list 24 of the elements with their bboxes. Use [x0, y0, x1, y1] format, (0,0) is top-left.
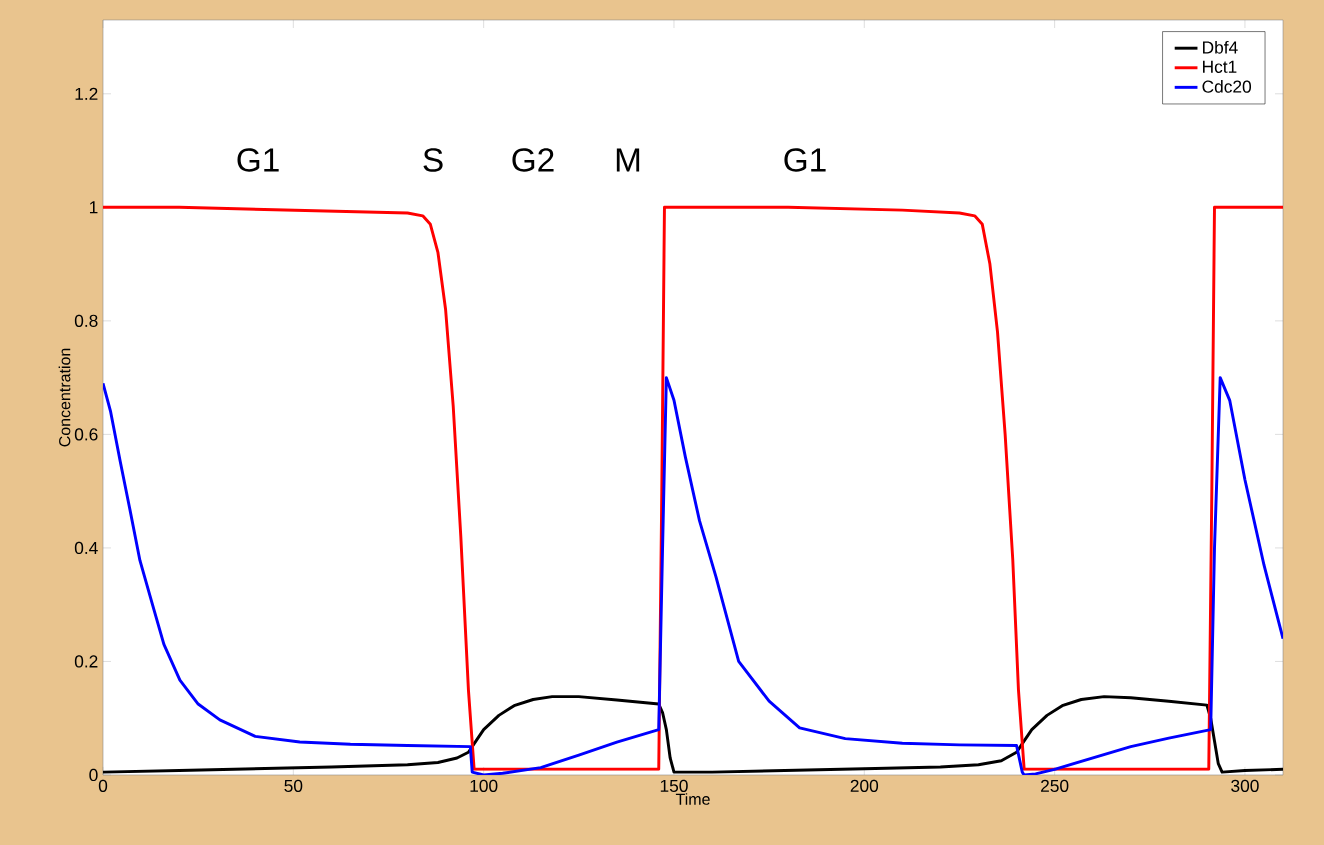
legend-label: Dbf4: [1203, 40, 1238, 54]
x-tick-label: 100: [470, 779, 498, 792]
annotation: G1: [237, 148, 279, 172]
y-tick-label: 0.2: [74, 655, 98, 668]
annotation: G2: [512, 148, 554, 172]
annotation: S: [423, 148, 443, 172]
y-tick-label: 0: [89, 768, 98, 782]
annotation: G1: [784, 148, 826, 172]
x-axis-title: Time: [675, 793, 710, 805]
y-tick-label: 0.8: [74, 314, 98, 327]
x-tick-label: 50: [284, 779, 303, 792]
x-tick-label: 250: [1041, 779, 1069, 792]
y-tick-label: 0.6: [74, 428, 98, 441]
y-tick-label: 1: [89, 201, 98, 214]
y-tick-label: 1.2: [75, 87, 98, 100]
y-tick-label: 0.4: [74, 541, 98, 555]
x-tick-label: 150: [660, 779, 688, 792]
x-tick-label: 300: [1231, 779, 1259, 792]
y-axis-title: Concentration: [58, 348, 71, 447]
annotation: M: [616, 148, 640, 172]
x-tick-label: 0: [98, 779, 108, 792]
legend-label: Cdc20: [1202, 80, 1252, 93]
legend-label: Hct1: [1203, 60, 1237, 73]
x-tick-label: 200: [850, 779, 879, 792]
